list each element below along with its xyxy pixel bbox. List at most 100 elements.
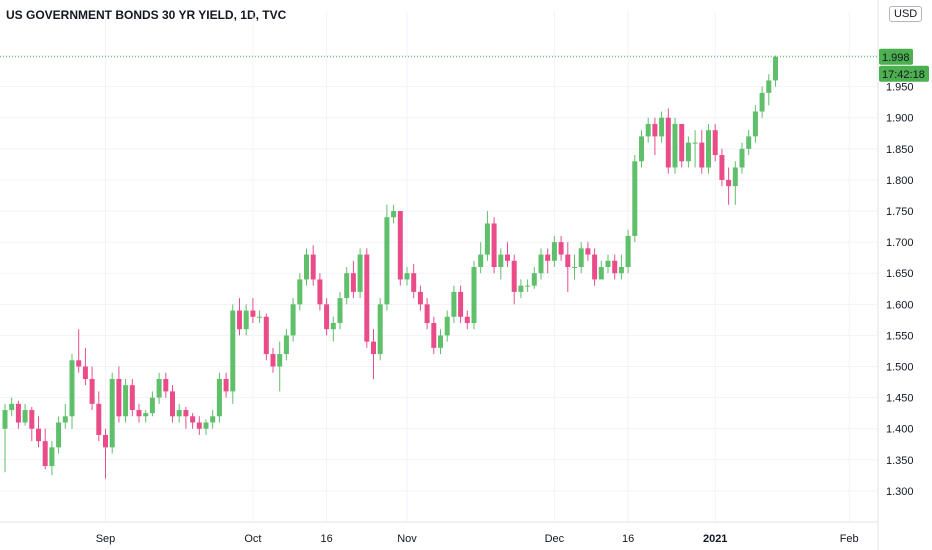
- last-price-badge: [879, 48, 913, 65]
- candle-body: [458, 291, 464, 317]
- candle-body: [15, 403, 21, 423]
- candle: [659, 111, 665, 143]
- candle-body: [384, 217, 390, 305]
- candle: [116, 366, 122, 423]
- candle: [344, 267, 350, 305]
- candles: [2, 55, 778, 479]
- candle-body: [397, 211, 403, 280]
- candle-body: [223, 378, 229, 392]
- candle: [42, 428, 48, 470]
- candle-body: [639, 136, 644, 162]
- candle: [706, 123, 711, 174]
- y-tick-label: 1.750: [886, 206, 914, 218]
- candle: [464, 310, 470, 330]
- y-tick-label: 1.900: [886, 113, 914, 125]
- candle: [196, 416, 202, 435]
- x-tick-label: 16: [320, 533, 332, 545]
- candle-body: [605, 260, 611, 267]
- candle-body: [364, 254, 370, 342]
- candle-body: [632, 161, 638, 236]
- candle: [746, 130, 752, 156]
- candle-body: [310, 254, 316, 280]
- candle: [22, 403, 28, 426]
- x-tick-label: 16: [622, 533, 634, 545]
- candle: [62, 403, 68, 429]
- candle: [665, 108, 671, 174]
- candle: [511, 254, 517, 305]
- candle: [712, 123, 718, 162]
- candle: [551, 235, 557, 267]
- x-tick-label: Feb: [840, 533, 859, 545]
- candle: [2, 403, 8, 473]
- candle-body: [270, 354, 276, 367]
- candle-body: [719, 155, 725, 180]
- candle: [183, 406, 189, 429]
- candle-body: [377, 304, 383, 355]
- x-tick-label: 2021: [703, 533, 727, 545]
- candle: [364, 248, 370, 348]
- candle: [773, 55, 778, 87]
- candle: [404, 267, 410, 286]
- candle-body: [645, 123, 651, 137]
- candle-body: [652, 123, 658, 137]
- candle: [297, 273, 303, 311]
- candle-body: [464, 316, 470, 323]
- candle: [612, 254, 618, 280]
- candle-body: [243, 310, 249, 330]
- candle: [371, 329, 376, 379]
- candle-body: [210, 416, 216, 423]
- candle-body: [183, 410, 189, 417]
- candle-body: [103, 434, 108, 448]
- candle: [719, 148, 725, 187]
- candle: [692, 130, 698, 168]
- candle-body: [82, 366, 88, 379]
- y-tick-label: 1.850: [886, 144, 914, 156]
- candle: [163, 372, 169, 398]
- grid: [0, 12, 878, 522]
- candle: [397, 211, 403, 286]
- candle: [424, 298, 430, 330]
- candle-body: [665, 117, 671, 168]
- candle: [679, 123, 685, 168]
- candle: [15, 400, 21, 429]
- candle-body: [578, 248, 584, 267]
- candle: [572, 254, 577, 280]
- candle: [170, 385, 175, 423]
- candle: [283, 329, 289, 361]
- y-tick-label: 1.600: [886, 299, 914, 311]
- price-axis[interactable]: 2.0001.9501.9001.8501.8001.7501.7001.650…: [886, 51, 914, 498]
- price-badges: 1.998 17:42:18: [879, 48, 929, 82]
- x-tick-label: Oct: [244, 533, 261, 545]
- candle: [739, 142, 745, 174]
- countdown-text: 17:42:18: [882, 69, 925, 81]
- candle-body: [196, 422, 202, 429]
- candle-body: [592, 254, 598, 280]
- candle-body: [330, 322, 336, 330]
- candle: [223, 372, 229, 398]
- candle-body: [123, 385, 129, 417]
- candle: [498, 248, 504, 280]
- candle: [210, 410, 216, 429]
- candle-body: [618, 267, 624, 274]
- candle-body: [129, 385, 135, 411]
- candle-body: [538, 254, 544, 274]
- candle: [444, 310, 450, 342]
- candle: [176, 403, 182, 423]
- candle-body: [163, 378, 169, 392]
- candle-body: [424, 304, 430, 323]
- y-tick-label: 1.350: [886, 455, 914, 467]
- time-axis[interactable]: SepOct16NovDec162021Feb22: [96, 533, 932, 545]
- candle-body: [2, 410, 8, 429]
- candle-body: [759, 92, 765, 112]
- currency-label[interactable]: USD: [889, 6, 923, 22]
- candle: [531, 267, 537, 289]
- candle-body: [9, 403, 15, 411]
- candle-body: [371, 341, 376, 355]
- candle: [538, 248, 544, 280]
- candle: [143, 410, 149, 423]
- candle-body: [62, 416, 68, 423]
- candle: [759, 86, 765, 118]
- candle-body: [685, 142, 691, 162]
- candle: [491, 217, 497, 274]
